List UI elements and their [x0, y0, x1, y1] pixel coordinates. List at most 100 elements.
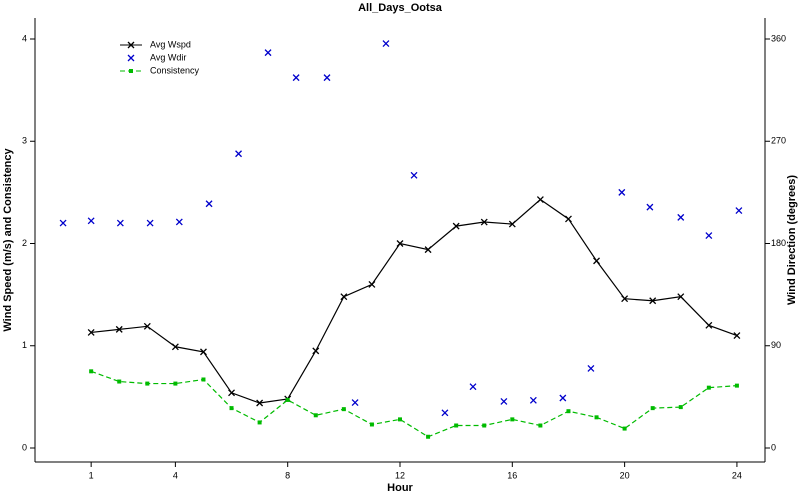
legend-label: Avg Wdir: [150, 52, 186, 62]
data-point: [706, 385, 711, 390]
data-point: [116, 219, 124, 227]
legend-marker: [127, 41, 135, 49]
data-point: [733, 332, 741, 339]
data-point: [538, 423, 543, 428]
data-point: [705, 321, 713, 329]
data-point: [264, 49, 272, 57]
data-point: [621, 295, 629, 303]
data-point: [200, 348, 207, 356]
data-point: [368, 280, 376, 288]
data-point: [622, 426, 627, 431]
chart-title: All_Days_Ootsa: [358, 2, 443, 14]
x-axis-label: Hour: [387, 482, 413, 494]
data-point: [396, 240, 404, 247]
data-point: [398, 417, 402, 422]
data-point: [256, 399, 264, 407]
data-point: [340, 293, 348, 301]
data-point: [559, 394, 567, 402]
data-point: [313, 413, 318, 418]
data-point: [205, 200, 213, 208]
series-line: [91, 198, 738, 404]
data-point: [618, 188, 626, 196]
data-point: [351, 399, 359, 407]
data-point: [734, 383, 739, 388]
data-point: [500, 397, 508, 405]
legend-label: Avg Wspd: [150, 39, 191, 49]
x-tick-label: 12: [395, 470, 405, 480]
data-point: [146, 219, 154, 227]
data-point: [229, 406, 234, 411]
y-tick-label: 2: [22, 238, 27, 248]
x-tick-label: 1: [89, 470, 94, 480]
data-point: [235, 150, 243, 158]
x-tick-label: 24: [732, 470, 742, 480]
y-tick-label: 1: [22, 340, 27, 350]
data-point: [292, 74, 300, 82]
data-point: [482, 423, 487, 428]
y2-tick-label: 360: [771, 33, 786, 43]
data-point: [410, 171, 418, 179]
data-point: [678, 405, 683, 410]
data-point: [735, 207, 743, 215]
legend-label: Consistency: [150, 65, 200, 75]
y2-tick-label: 180: [771, 238, 786, 248]
data-point: [677, 213, 685, 221]
data-point: [565, 215, 572, 223]
data-point: [145, 381, 150, 386]
y2-tick-label: 270: [771, 136, 786, 146]
data-point: [587, 365, 595, 372]
data-point: [201, 377, 206, 382]
data-point: [341, 407, 346, 412]
y2-tick-label: 90: [771, 340, 781, 350]
data-point: [285, 397, 290, 402]
data-point: [228, 389, 235, 397]
data-point: [441, 409, 449, 417]
x-tick-label: 20: [620, 470, 630, 480]
data-point: [426, 434, 431, 439]
data-point: [566, 409, 571, 414]
data-point: [480, 218, 488, 226]
data-point: [646, 203, 654, 211]
data-point: [382, 40, 390, 48]
legend-marker: [129, 69, 133, 73]
data-point: [87, 328, 95, 336]
series-line: [90, 370, 737, 438]
y2-tick-label: 0: [771, 442, 776, 452]
data-point: [593, 257, 600, 265]
x-tick-label: 16: [507, 470, 517, 480]
data-point: [175, 218, 183, 226]
x-tick-label: 4: [173, 470, 178, 480]
data-point: [171, 343, 179, 351]
y-tick-label: 4: [22, 33, 27, 43]
data-point: [143, 322, 151, 330]
y2-axis-label: Wind Direction (degrees): [786, 175, 798, 305]
data-point: [469, 383, 477, 391]
data-point: [87, 217, 95, 225]
data-point: [705, 232, 713, 240]
data-point: [89, 369, 94, 374]
data-point: [424, 246, 432, 254]
data-point: [536, 196, 544, 203]
legend-marker: [127, 54, 135, 62]
data-point: [59, 219, 67, 227]
data-point: [117, 379, 122, 384]
data-point: [173, 381, 178, 386]
data-point: [323, 74, 331, 82]
data-point: [312, 347, 320, 355]
data-point: [650, 406, 655, 411]
data-point: [454, 423, 459, 428]
data-point: [677, 293, 685, 301]
y-tick-label: 3: [22, 136, 27, 146]
data-point: [594, 415, 599, 420]
data-point: [649, 297, 657, 305]
data-point: [369, 422, 374, 427]
y-axis-label: Wind Speed (m/s) and Consistency: [2, 147, 14, 331]
x-tick-label: 8: [285, 470, 290, 480]
data-point: [508, 220, 516, 228]
data-point: [510, 417, 515, 422]
data-point: [257, 420, 262, 425]
data-point: [452, 222, 460, 230]
data-point: [529, 396, 537, 404]
data-point: [115, 325, 123, 333]
